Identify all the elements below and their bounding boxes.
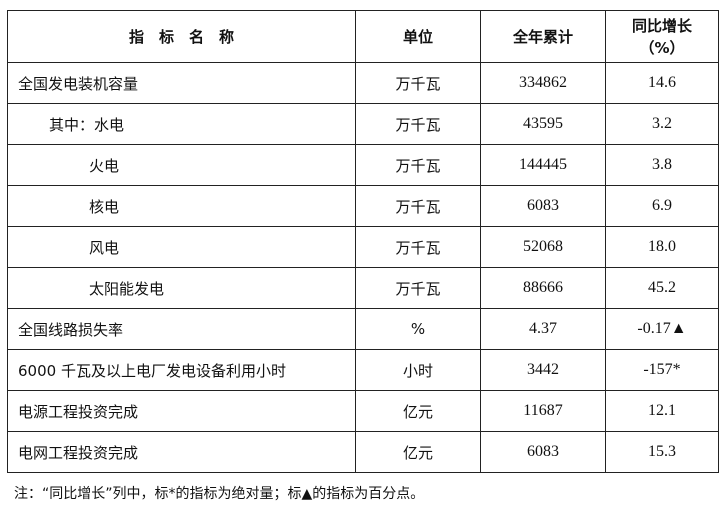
row-name: 火电 <box>7 144 356 186</box>
row-name: 全国线路损失率 <box>7 308 356 350</box>
row-unit: 亿元 <box>355 431 481 473</box>
row-name: 风电 <box>7 226 356 268</box>
row-name: 其中：水电 <box>7 103 356 145</box>
table-row: 全国发电装机容量 万千瓦 334862 14.6 <box>7 62 719 104</box>
table-row: 火电 万千瓦 144445 3.8 <box>7 144 719 186</box>
table-row: 电网工程投资完成 亿元 6083 15.3 <box>7 431 719 473</box>
row-name: 电源工程投资完成 <box>7 390 356 432</box>
row-growth: 3.2 <box>605 103 719 145</box>
row-growth: 6.9 <box>605 185 719 227</box>
header-name: 指 标 名 称 <box>7 10 356 63</box>
row-growth: 45.2 <box>605 267 719 309</box>
row-unit: 万千瓦 <box>355 144 481 186</box>
row-growth: 3.8 <box>605 144 719 186</box>
row-growth: 12.1 <box>605 390 719 432</box>
table-row: 太阳能发电 万千瓦 88666 45.2 <box>7 267 719 309</box>
table-row: 其中：水电 万千瓦 43595 3.2 <box>7 103 719 145</box>
header-unit: 单位 <box>355 10 481 63</box>
row-total: 11687 <box>480 390 606 432</box>
table-row: 电源工程投资完成 亿元 11687 12.1 <box>7 390 719 432</box>
row-growth: -157* <box>605 349 719 391</box>
table-row: 核电 万千瓦 6083 6.9 <box>7 185 719 227</box>
row-unit: 万千瓦 <box>355 267 481 309</box>
header-growth-label: 同比增长 <box>631 16 692 35</box>
row-growth: -0.17▲ <box>605 308 719 350</box>
header-total: 全年累计 <box>480 10 606 63</box>
header-growth-unit: （%） <box>639 38 685 57</box>
row-unit: 小时 <box>355 349 481 391</box>
row-name: 核电 <box>7 185 356 227</box>
row-growth: 18.0 <box>605 226 719 268</box>
row-total: 144445 <box>480 144 606 186</box>
statistics-table: 指 标 名 称 单位 全年累计 同比增长 （%） 全国发电装机容量 万千瓦 33486… <box>7 10 719 473</box>
row-unit: 亿元 <box>355 390 481 432</box>
row-total: 3442 <box>480 349 606 391</box>
row-growth: 14.6 <box>605 62 719 104</box>
row-total: 52068 <box>480 226 606 268</box>
header-growth: 同比增长 （%） <box>605 10 719 63</box>
row-unit: 万千瓦 <box>355 185 481 227</box>
table-row: 全国线路损失率% 4.37 -0.17▲ <box>7 308 719 350</box>
row-unit: 万千瓦 <box>355 226 481 268</box>
row-total: 43595 <box>480 103 606 145</box>
row-total: 6083 <box>480 431 606 473</box>
row-total: 88666 <box>480 267 606 309</box>
row-total: 334862 <box>480 62 606 104</box>
table-header-row: 指 标 名 称 单位 全年累计 同比增长 （%） <box>7 10 719 63</box>
table-row: 6000 千瓦及以上电厂发电设备利用小时 小时 3442 -157* <box>7 349 719 391</box>
row-name: 6000 千瓦及以上电厂发电设备利用小时 <box>7 349 356 391</box>
row-unit: 万千瓦 <box>355 103 481 145</box>
row-name: 全国发电装机容量 <box>7 62 356 104</box>
row-unit: % <box>355 308 481 350</box>
row-name: 太阳能发电 <box>7 267 356 309</box>
table-note: 注：“同比增长”列中，标*的指标为绝对量；标▲的指标为百分点。 <box>14 486 425 502</box>
row-unit: 万千瓦 <box>355 62 481 104</box>
row-total: 4.37 <box>480 308 606 350</box>
row-growth: 15.3 <box>605 431 719 473</box>
row-name: 电网工程投资完成 <box>7 431 356 473</box>
table-row: 风电 万千瓦 52068 18.0 <box>7 226 719 268</box>
row-total: 6083 <box>480 185 606 227</box>
